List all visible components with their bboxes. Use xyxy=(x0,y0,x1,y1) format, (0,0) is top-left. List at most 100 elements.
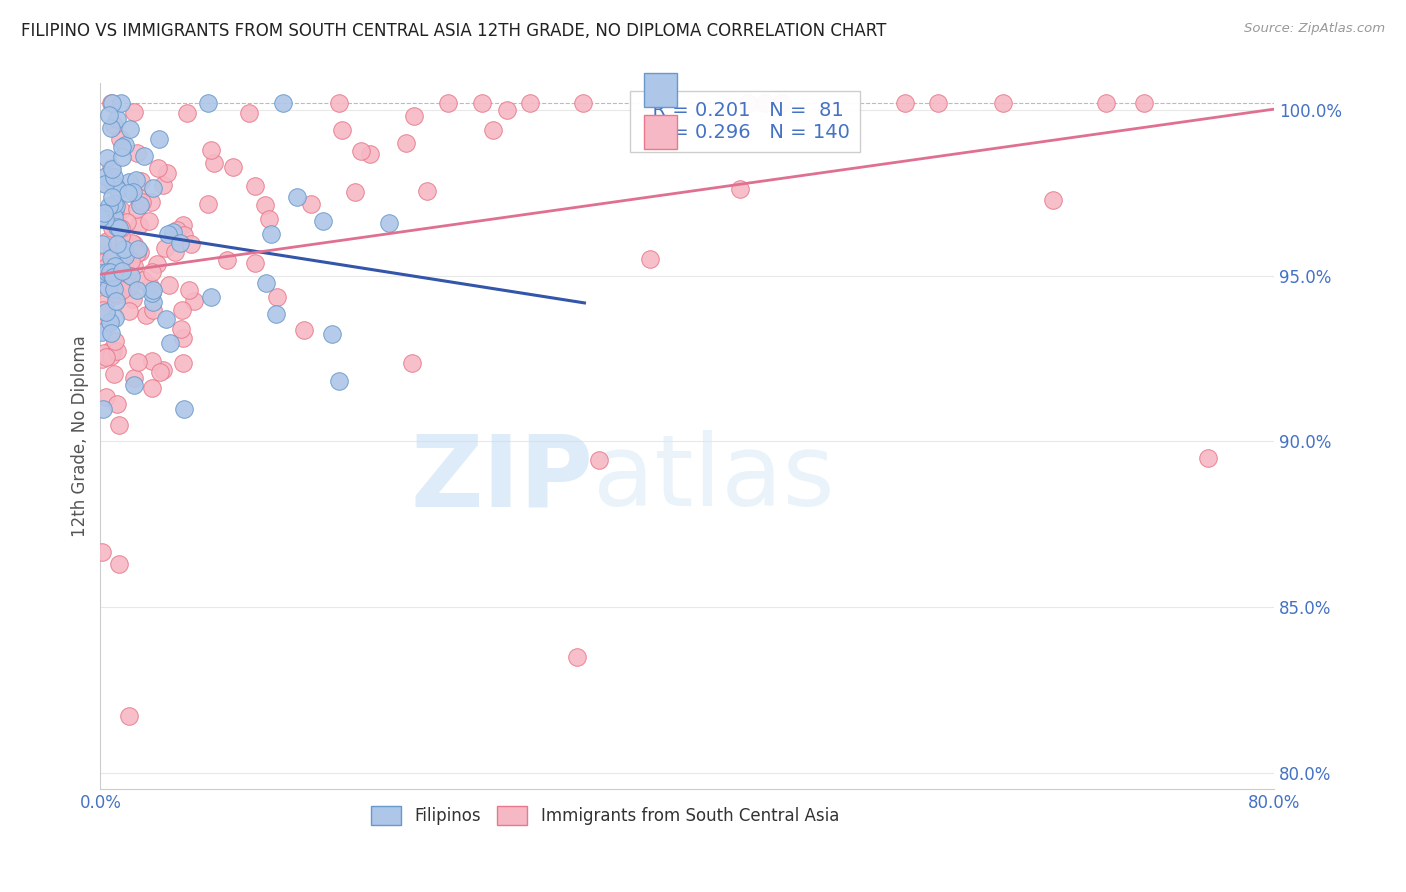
Point xyxy=(100,315,122,329)
Point xyxy=(1197,450,1219,465)
Point xyxy=(172,218,194,232)
Point xyxy=(105,288,128,302)
Point xyxy=(93,254,115,268)
Point xyxy=(124,236,146,251)
Point xyxy=(103,282,125,296)
Point xyxy=(100,221,122,235)
Point xyxy=(103,197,125,211)
Point xyxy=(110,221,132,235)
Point xyxy=(155,166,177,180)
Point xyxy=(264,307,287,321)
Point xyxy=(107,219,129,233)
Point xyxy=(131,195,153,210)
Point xyxy=(177,284,200,298)
Point xyxy=(91,264,114,278)
Point xyxy=(180,236,202,251)
Point xyxy=(118,303,141,318)
Point xyxy=(111,269,134,284)
Point xyxy=(103,118,125,132)
Text: atlas: atlas xyxy=(593,430,835,527)
Point xyxy=(94,268,117,282)
Point xyxy=(93,346,115,360)
Point xyxy=(117,175,139,189)
Point xyxy=(101,344,124,359)
Point xyxy=(111,264,134,278)
Point xyxy=(94,177,117,191)
Point xyxy=(141,354,163,368)
Point xyxy=(96,235,118,249)
Point xyxy=(285,190,308,204)
Point xyxy=(104,334,127,348)
Point xyxy=(96,151,118,165)
Point xyxy=(89,211,111,226)
Point xyxy=(222,161,245,175)
Point xyxy=(128,245,150,260)
Point xyxy=(91,210,114,224)
Point xyxy=(91,277,114,291)
Point xyxy=(118,709,141,723)
Point xyxy=(112,242,135,256)
Point xyxy=(243,179,266,194)
Point xyxy=(100,121,122,136)
Point xyxy=(104,199,127,213)
Point xyxy=(108,221,131,235)
Point xyxy=(111,140,134,154)
Point xyxy=(97,316,120,330)
Point xyxy=(312,214,335,228)
Point xyxy=(125,283,148,297)
Point xyxy=(496,103,519,118)
Point xyxy=(105,397,128,411)
Point xyxy=(90,266,112,280)
Point xyxy=(125,146,148,161)
Point xyxy=(894,96,917,111)
Point xyxy=(122,259,145,273)
Point xyxy=(350,145,373,159)
Point xyxy=(100,326,122,340)
Point xyxy=(176,105,198,120)
Point xyxy=(159,335,181,350)
Point xyxy=(135,308,157,322)
Point xyxy=(152,178,174,193)
Point xyxy=(90,236,112,251)
Point xyxy=(94,304,117,318)
Point xyxy=(127,190,149,204)
Point xyxy=(110,202,132,217)
Point xyxy=(416,184,439,198)
Point xyxy=(111,151,134,165)
Point xyxy=(754,96,776,111)
Point xyxy=(163,245,186,260)
Point xyxy=(104,285,127,300)
Point xyxy=(121,235,143,250)
Point xyxy=(927,96,949,111)
Point xyxy=(90,545,112,559)
Point xyxy=(359,146,381,161)
Point xyxy=(101,96,124,111)
Point xyxy=(103,211,125,225)
Point xyxy=(93,402,115,417)
Point xyxy=(1042,193,1064,207)
Point xyxy=(200,290,222,304)
Point xyxy=(112,275,135,289)
Point xyxy=(172,331,194,345)
Point xyxy=(122,377,145,392)
Point xyxy=(110,96,132,111)
Point xyxy=(115,215,138,229)
Point xyxy=(100,244,122,258)
Point xyxy=(1132,96,1154,111)
Point xyxy=(301,197,323,211)
Point xyxy=(94,318,117,332)
Point xyxy=(728,182,751,196)
Point xyxy=(141,265,163,279)
Point xyxy=(471,96,494,111)
Point xyxy=(110,283,132,297)
Point xyxy=(142,302,165,317)
Point xyxy=(108,558,131,572)
Point xyxy=(93,272,115,286)
Point xyxy=(120,269,142,284)
Point xyxy=(266,290,288,304)
Point xyxy=(128,219,150,233)
Point xyxy=(122,371,145,385)
Point xyxy=(202,156,225,170)
Point xyxy=(183,293,205,308)
Point xyxy=(638,252,661,266)
